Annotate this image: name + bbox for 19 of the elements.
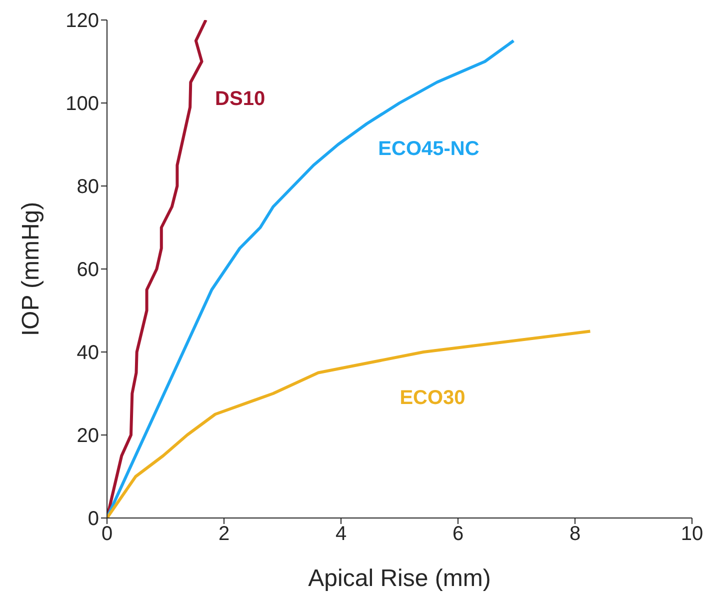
y-tick-label: 80: [76, 176, 99, 198]
x-tick-label: 0: [101, 523, 113, 546]
y-tick-label: 60: [76, 259, 99, 282]
x-tick-label: 6: [452, 523, 464, 546]
series-label: ECO30: [400, 387, 466, 409]
line-series: [107, 330, 592, 518]
series-label: DS10: [215, 88, 266, 110]
x-axis-title: Apical Rise (mm): [308, 565, 491, 592]
x-tick-label: 2: [218, 523, 230, 546]
y-tick-label: 40: [76, 342, 99, 364]
x-tick-label: 10: [680, 523, 704, 546]
x-tick-label: 4: [335, 523, 347, 546]
series-label: ECO45-NC: [378, 138, 480, 160]
y-tick-label: 0: [88, 508, 99, 530]
y-tick-label: 100: [66, 93, 99, 116]
y-axis-title: IOP (mmHg): [18, 202, 45, 336]
y-tick-label: 20: [76, 425, 99, 448]
y-tick-label: 120: [66, 10, 99, 32]
x-tick-label: 8: [569, 523, 581, 546]
